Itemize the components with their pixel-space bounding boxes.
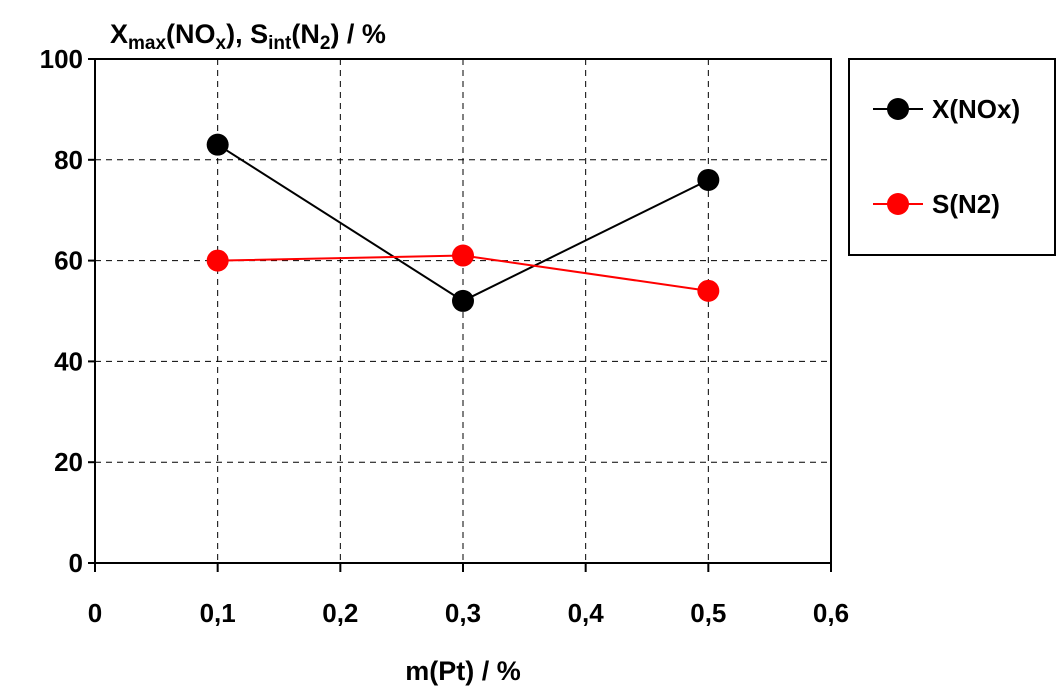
y-tick-label: 0 (69, 548, 83, 578)
data-point-sn2 (452, 244, 474, 267)
x-tick-label: 0 (88, 598, 102, 628)
data-point-sn2 (697, 279, 720, 302)
x-tick-label: 0,6 (813, 598, 849, 628)
series-layer (206, 133, 720, 312)
axis-ticks (88, 58, 832, 572)
data-point-xnox (452, 289, 474, 312)
legend-label-sn2: S(N2) (932, 189, 1000, 219)
legend-marker-xnox (887, 98, 909, 120)
y-tick-labels: 0 20 40 60 80 100 (40, 44, 83, 578)
legend-box (848, 58, 1056, 256)
y-tick-label: 60 (54, 246, 83, 276)
y-axis-label: Xmax(NOx), Sint(N2) / % (110, 19, 386, 54)
series-line-xnox (217, 143, 709, 303)
x-tick-label: 0,4 (568, 598, 605, 628)
x-tick-label: 0,1 (200, 598, 236, 628)
data-point-sn2 (206, 249, 229, 272)
legend-marker-sn2 (887, 193, 909, 215)
data-point-xnox (697, 168, 720, 191)
data-point-xnox (206, 133, 229, 156)
x-tick-label: 0,3 (445, 598, 481, 628)
y-tick-label: 40 (54, 346, 83, 376)
y-tick-label: 20 (54, 447, 83, 477)
x-axis-label: m(Pt) / % (405, 656, 521, 686)
x-tick-label: 0,2 (322, 598, 358, 628)
y-tick-label: 100 (40, 44, 83, 74)
legend: X(NOx) S(N2) (848, 58, 1056, 256)
x-tick-labels: 0 0,1 0,2 0,3 0,4 0,5 0,6 (88, 598, 849, 628)
y-tick-label: 80 (54, 145, 83, 175)
x-tick-label: 0,5 (690, 598, 726, 628)
legend-label-xnox: X(NOx) (932, 94, 1020, 124)
